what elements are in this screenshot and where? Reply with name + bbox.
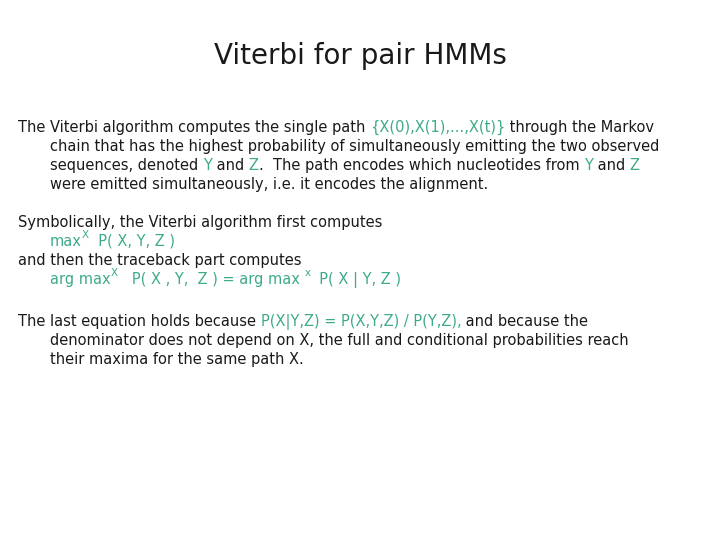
Text: Symbolically, the Viterbi algorithm first computes: Symbolically, the Viterbi algorithm firs… (18, 215, 382, 230)
Text: The Viterbi algorithm computes the single path: The Viterbi algorithm computes the singl… (18, 120, 370, 135)
Text: denominator does not depend on X, the full and conditional probabilities reach: denominator does not depend on X, the fu… (50, 333, 629, 348)
Text: The last equation holds because: The last equation holds because (18, 314, 261, 329)
Text: sequences, denoted: sequences, denoted (50, 158, 203, 173)
Text: arg max: arg max (50, 272, 111, 287)
Text: Z: Z (629, 158, 639, 173)
Text: Y: Y (584, 158, 593, 173)
Text: and: and (593, 158, 629, 173)
Text: {X(0),X(1),...,X(t)}: {X(0),X(1),...,X(t)} (370, 120, 505, 135)
Text: and then the traceback part computes: and then the traceback part computes (18, 253, 302, 268)
Text: Viterbi for pair HMMs: Viterbi for pair HMMs (214, 42, 506, 70)
Text: P(X|Y,Z) = P(X,Y,Z) / P(Y,Z),: P(X|Y,Z) = P(X,Y,Z) / P(Y,Z), (261, 314, 462, 330)
Text: Y: Y (203, 158, 212, 173)
Text: through the Markov: through the Markov (505, 120, 654, 135)
Text: chain that has the highest probability of simultaneously emitting the two observ: chain that has the highest probability o… (50, 139, 660, 154)
Text: P( X, Y, Z ): P( X, Y, Z ) (89, 234, 175, 249)
Text: X: X (111, 268, 118, 278)
Text: their maxima for the same path X.: their maxima for the same path X. (50, 352, 304, 367)
Text: Z: Z (248, 158, 258, 173)
Text: max: max (50, 234, 82, 249)
Text: x: x (305, 268, 310, 278)
Text: .  The path encodes which nucleotides from: . The path encodes which nucleotides fro… (258, 158, 584, 173)
Text: were emitted simultaneously, i.e. it encodes the alignment.: were emitted simultaneously, i.e. it enc… (50, 177, 488, 192)
Text: P( X , Y,  Z ) = arg max: P( X , Y, Z ) = arg max (118, 272, 305, 287)
Text: P( X | Y, Z ): P( X | Y, Z ) (310, 272, 401, 288)
Text: and because the: and because the (462, 314, 588, 329)
Text: and: and (212, 158, 248, 173)
Text: X: X (82, 230, 89, 240)
